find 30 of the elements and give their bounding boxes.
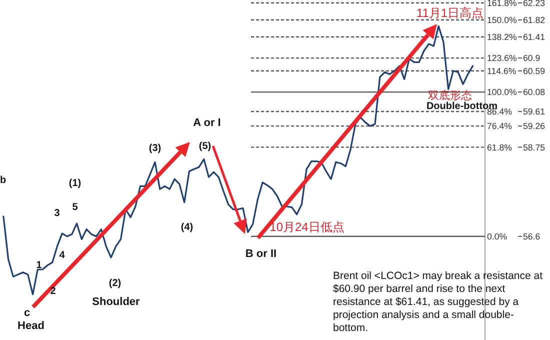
annotation: 76.4% (487, 121, 512, 132)
annotation: Brent oil <LCOc1> may break a resistance at $60.90 per barrel and rise to the next resistance at $61.41, as suggested by a projection analysis and a small double-bottom. (333, 270, 544, 335)
annotation: 1 (36, 260, 42, 271)
annotation: Head (18, 320, 44, 332)
annotation: (4) (180, 222, 194, 233)
annotation: 123.6% (487, 53, 517, 64)
annotation: 161.8% (487, 0, 517, 8)
annotation: (3) (148, 143, 162, 154)
annotation: (1) (68, 178, 82, 189)
annotation: 2 (50, 286, 56, 297)
annotation: 86.4% (487, 106, 512, 117)
annotation: c (24, 307, 30, 319)
annotation: Shoulder (92, 296, 140, 308)
annotation: 11月1日高点 (416, 6, 484, 20)
annotation: A or I (193, 117, 221, 129)
annotation: 0.0% (487, 232, 508, 242)
annotation: 5 (72, 202, 78, 213)
annotation: 100.0% (487, 87, 517, 98)
annotation: 114.6% (487, 66, 516, 76)
annotation: 10月24日低点 (270, 220, 344, 234)
annotation: (2) (108, 278, 122, 289)
annotation: 3 (54, 208, 60, 219)
annotation: 150.0% (487, 15, 517, 26)
annotation: B or II (245, 248, 277, 260)
annotation: (5) (198, 141, 212, 152)
annotation: 4 (59, 250, 65, 261)
annotation: 双底形态 (428, 90, 472, 102)
annotation: 138.2% (487, 32, 517, 42)
annotation: b (0, 175, 6, 186)
annotation: 61.8% (487, 142, 512, 152)
